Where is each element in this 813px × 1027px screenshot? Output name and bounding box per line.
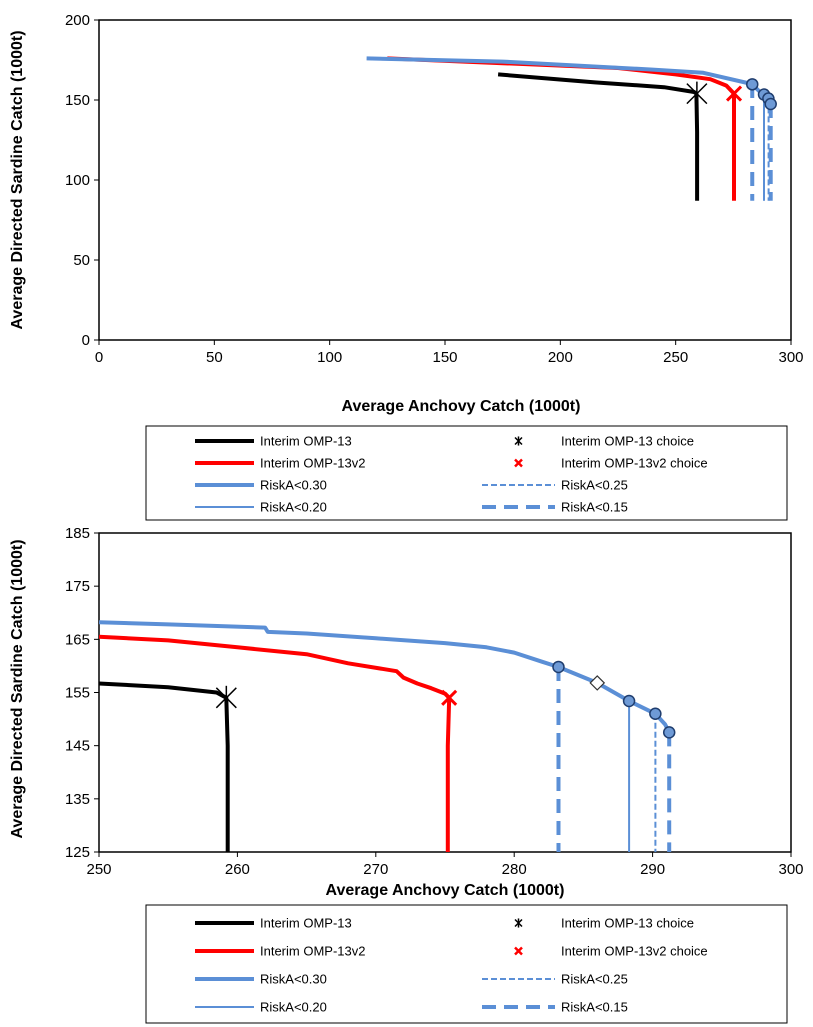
legend-label-riska-0-20: RiskA<0.20	[260, 1000, 327, 1015]
legend-label-interim-omp-13v2-choice: Interim OMP-13v2 choice	[561, 944, 708, 959]
legend-label-interim-omp-13-choice: Interim OMP-13 choice	[561, 916, 694, 931]
legend-label-riska-0-30: RiskA<0.30	[260, 478, 327, 493]
risk-point-marker	[552, 660, 565, 674]
marker-stroke	[725, 85, 743, 102]
y-tick-label: 100	[65, 172, 90, 189]
x-tick-label: 280	[502, 861, 527, 878]
chart-bottom-xlabel: Average Anchovy Catch (1000t)	[326, 882, 565, 899]
legend-frame	[145, 425, 788, 521]
chart-top-ylabel: Average Directed Sardine Catch (1000t)	[9, 30, 26, 329]
risk-point-marker	[649, 707, 662, 721]
legend-swatch-interim-omp-13-choice	[514, 918, 523, 928]
legend-label-interim-omp-13v2-choice: Interim OMP-13v2 choice	[561, 456, 708, 471]
legend-label-interim-omp-13v2: Interim OMP-13v2	[260, 456, 365, 471]
y-tick-label: 0	[82, 332, 90, 349]
y-tick-label: 145	[65, 738, 90, 755]
legend-label-riska-0-30: RiskA<0.30	[260, 972, 327, 987]
x-tick-label: 270	[363, 861, 388, 878]
chart-top-xlabel: Average Anchovy Catch (1000t)	[342, 398, 581, 415]
legend-label-interim-omp-13: Interim OMP-13	[260, 434, 352, 449]
plot-frame	[98, 19, 792, 341]
legend-label-riska-0-15: RiskA<0.15	[561, 1000, 628, 1015]
legend-label-interim-omp-13-choice: Interim OMP-13 choice	[561, 434, 694, 449]
legend-swatch-interim-omp-13v2-choice	[514, 458, 523, 468]
x-tick-label: 150	[432, 349, 457, 366]
omp13-choice-marker	[686, 81, 708, 106]
y-tick-label: 165	[65, 631, 90, 648]
omp13v2-choice-marker	[441, 689, 458, 706]
legend-swatch-interim-omp-13-choice	[514, 436, 523, 446]
y-tick-label: 175	[65, 578, 90, 595]
x-tick-label: 300	[778, 349, 803, 366]
x-tick-label: 0	[95, 349, 103, 366]
marker-stroke	[514, 946, 523, 956]
x-tick-label: 250	[663, 349, 688, 366]
series-riska-0-30	[99, 620, 671, 734]
chart-bottom-plot: 250 260 270 280 290 300 125 135 145 155 165 175 185	[65, 525, 804, 878]
y-tick-label: 150	[65, 92, 90, 109]
y-tick-label: 125	[65, 844, 90, 861]
x-tick-label: 100	[317, 349, 342, 366]
chart-bottom: 250 260 270 280 290 300125135145155165175185 …	[9, 525, 804, 899]
omp13v2-choice-marker	[725, 85, 743, 102]
marker-stroke	[441, 689, 458, 706]
diamond-marker	[589, 675, 606, 691]
y-tick-label: 185	[65, 525, 90, 542]
legend-label-interim-omp-13v2: Interim OMP-13v2	[260, 944, 365, 959]
x-tick-label: 250	[86, 861, 111, 878]
x-tick-label: 260	[225, 861, 250, 878]
series-group	[99, 620, 676, 852]
marker-stroke	[514, 458, 523, 468]
series-group	[366, 56, 777, 201]
x-tick-label: 50	[206, 349, 223, 366]
risk-point-marker	[764, 97, 777, 111]
legend-swatch-interim-omp-13v2-choice	[514, 946, 523, 956]
chart-bottom-ylabel: Average Directed Sardine Catch (1000t)	[9, 539, 26, 838]
x-tick-label: 200	[548, 349, 573, 366]
y-tick-label: 50	[73, 252, 90, 269]
risk-point-marker	[662, 726, 676, 739]
y-tick-label: 155	[65, 685, 90, 702]
chart-top: 0 50 100 150 200 250 300 0 50 100 150 200 Average A…	[9, 12, 804, 415]
y-tick-label: 135	[65, 791, 90, 808]
legend-label-riska-0-15: RiskA<0.15	[561, 500, 628, 515]
y-tick-label: 200	[65, 12, 90, 29]
legend-top: Interim OMP-13 Interim OMP-13 choice Inter…	[145, 425, 788, 521]
series-interim-omp-13	[497, 72, 700, 201]
series-interim-omp-13	[99, 681, 230, 852]
legend-label-riska-0-20: RiskA<0.20	[260, 500, 327, 515]
legend-label-riska-0-25: RiskA<0.25	[561, 478, 628, 493]
omp13-choice-marker	[215, 685, 237, 710]
chart-top-plot: 0 50 100 150 200 250 300 0 50 100 150 200	[65, 12, 804, 366]
legend-label-riska-0-25: RiskA<0.25	[561, 972, 628, 987]
risk-point-marker	[622, 694, 636, 708]
x-tick-label: 290	[640, 861, 665, 878]
risk-point-marker	[745, 78, 759, 91]
legend-bottom: Interim OMP-13 Interim OMP-13 choice Inter…	[145, 904, 788, 1024]
legend-label-interim-omp-13: Interim OMP-13	[260, 916, 352, 931]
x-tick-label: 300	[778, 861, 803, 878]
